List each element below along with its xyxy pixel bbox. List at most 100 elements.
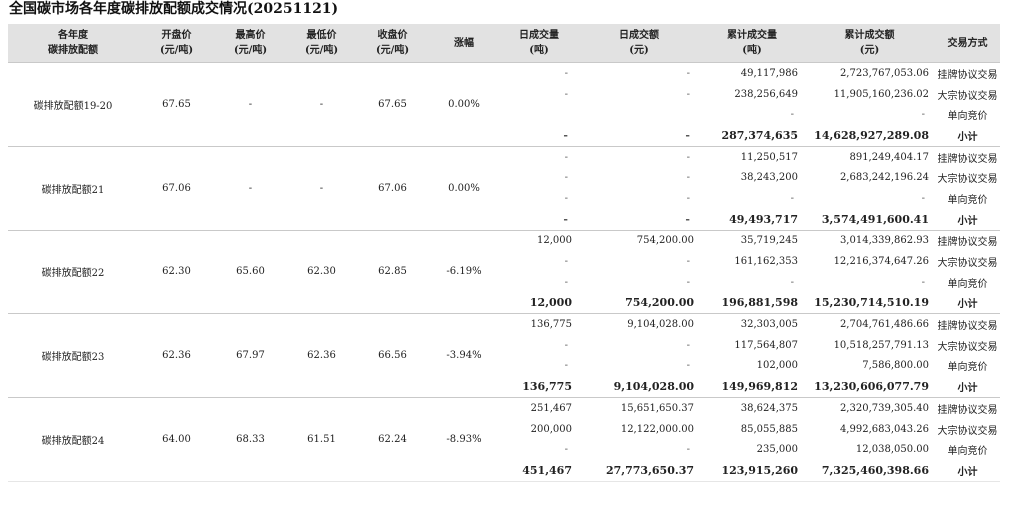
cumulative-amount-cell: 2,704,761,486.66 [839, 319, 929, 331]
cumulative-volume-cell: 85,055,885 [740, 423, 798, 435]
table-row: 碳排放配额19-20 67.65- -67.65 0.00% - -49,117,986 2… [8, 62, 1000, 147]
table-row: - - - - 单向竞价 [8, 272, 1000, 293]
daily-volume-cell: - [564, 151, 568, 163]
cumulative-volume-cell: - [790, 276, 794, 288]
cumulative-amount-cell: 14,628,927,289.08 [804, 125, 935, 147]
cumulative-volume-cell: 235,000 [756, 444, 798, 456]
header-allowance-year: 各年度 碳排放配额 [8, 24, 138, 63]
cumulative-amount-cell: 10,518,257,791.13 [833, 339, 929, 351]
table-row: - - 102,000 7,586,800.00 单向竞价 [8, 356, 1000, 377]
trade-method-cell: 小计 [935, 460, 1000, 482]
low-price-cell: 62.36 [286, 313, 357, 398]
cumulative-amount-cell: 15,230,714,510.19 [804, 292, 935, 315]
cumulative-volume-cell: - [790, 109, 794, 121]
trade-method-cell: 挂牌协议交易 [937, 404, 998, 416]
daily-volume-cell: - [564, 172, 568, 184]
daily-amount-cell: 754,200.00 [636, 235, 694, 247]
trade-method-cell: 小计 [935, 208, 1000, 231]
high-price-cell: 68.33 [215, 397, 286, 482]
cumulative-amount-cell: 3,574,491,600.41 [804, 208, 935, 231]
table-row: 碳排放配额21 67.06- -67.06 0.00% - -11,250,517 891,… [8, 146, 1000, 231]
trade-method-cell: 单向竞价 [947, 111, 988, 123]
cumulative-amount-cell: - [921, 192, 925, 204]
low-price-cell: - [286, 146, 357, 231]
change-percent-cell: 0.00% [428, 62, 500, 147]
header-trade-method: 交易方式 [935, 24, 1000, 63]
trade-method-cell: 大宗协议交易 [937, 425, 998, 437]
table-row: - - 238,256,649 11,905,160,236.02 大宗协议交易 [8, 84, 1000, 105]
cumulative-amount-cell: 2,683,242,196.24 [839, 172, 929, 184]
trade-method-cell: 挂牌协议交易 [937, 153, 998, 165]
cumulative-volume-cell: 49,117,986 [740, 67, 798, 79]
allowance-name-cell: 碳排放配额19-20 [8, 62, 138, 147]
close-price-cell: 67.65 [357, 62, 428, 147]
daily-volume-cell: - [564, 360, 568, 372]
open-price-cell: 67.06 [138, 146, 215, 231]
daily-amount-cell: - [686, 276, 690, 288]
daily-volume-cell [500, 104, 578, 125]
table-row: - - 161,162,353 12,216,374,647.26 大宗协议交易 [8, 251, 1000, 272]
high-price-cell: - [215, 146, 286, 231]
daily-volume-cell: - [500, 125, 578, 147]
daily-volume-cell: - [564, 339, 568, 351]
open-price-cell: 67.65 [138, 62, 215, 147]
daily-volume-cell: - [564, 67, 568, 79]
trade-method-cell: 单向竞价 [947, 362, 988, 374]
low-price-cell: 62.30 [286, 230, 357, 315]
trade-method-cell: 小计 [935, 292, 1000, 315]
cumulative-volume-cell: 11,250,517 [740, 151, 798, 163]
cumulative-volume-cell: - [790, 192, 794, 204]
trade-method-cell: 大宗协议交易 [937, 174, 998, 186]
daily-amount-cell: - [686, 360, 690, 372]
change-percent-cell: 0.00% [428, 146, 500, 231]
close-price-cell: 67.06 [357, 146, 428, 231]
daily-volume-cell: 136,775 [500, 376, 578, 399]
cumulative-amount-cell: 11,905,160,236.02 [833, 88, 929, 100]
header-change: 涨幅 [428, 24, 500, 63]
table-row: 碳排放配额23 62.36 67.97 62.36 66.56 -3.94% 136,775… [8, 313, 1000, 398]
daily-volume-cell: - [564, 192, 568, 204]
open-price-cell: 62.30 [138, 230, 215, 315]
subtotal-row: 12,000 754,200.00 196,881,598 15,230,714,51… [8, 292, 1000, 315]
cumulative-volume-cell: 238,256,649 [734, 88, 798, 100]
daily-volume-cell: - [500, 208, 578, 231]
trade-method-cell: 挂牌协议交易 [937, 321, 998, 333]
table-header-row: 各年度 碳排放配额 开盘价 (元/吨) 最高价 (元/吨) 最低价 (元/吨) 收盘价(… [8, 24, 1000, 63]
daily-amount-cell: 27,773,650.37 [578, 460, 700, 482]
allowance-name-cell: 碳排放配额24 [8, 397, 138, 482]
table-row: - - 38,243,200 2,683,242,196.24 大宗协议交易 [8, 167, 1000, 188]
daily-volume-cell: 12,000 [500, 292, 578, 315]
header-low-price: 最低价 (元/吨) [286, 24, 357, 63]
daily-volume-cell: 451,467 [500, 460, 578, 482]
daily-amount-cell: - [578, 125, 700, 147]
header-high-price: 最高价 (元/吨) [215, 24, 286, 63]
cumulative-volume-cell: 38,243,200 [740, 172, 798, 184]
table-body: 碳排放配额19-20 67.65- -67.65 0.00% - -49,117,986 2… [8, 62, 1000, 482]
daily-amount-cell [578, 104, 700, 125]
low-price-cell: - [286, 62, 357, 147]
daily-amount-cell: 9,104,028.00 [627, 319, 694, 331]
daily-amount-cell: 15,651,650.37 [620, 402, 694, 414]
daily-amount-cell: 9,104,028.00 [578, 376, 700, 399]
allowance-name-cell: 碳排放配额22 [8, 230, 138, 315]
trade-method-cell: 单向竞价 [947, 278, 988, 290]
header-open-price: 开盘价 (元/吨) [138, 24, 215, 63]
daily-amount-cell: 754,200.00 [578, 292, 700, 315]
daily-amount-cell: - [686, 192, 690, 204]
trade-method-cell: 单向竞价 [947, 446, 988, 458]
high-price-cell: 67.97 [215, 313, 286, 398]
close-price-cell: 62.85 [357, 230, 428, 315]
daily-volume-cell: 251,467 [530, 402, 572, 414]
daily-amount-cell: 12,122,000.00 [620, 423, 694, 435]
cumulative-amount-cell: 2,320,739,305.40 [839, 402, 929, 414]
close-price-cell: 66.56 [357, 313, 428, 398]
table-row: 碳排放配额24 64.00 68.33 61.51 62.24 -8.93% 251,467… [8, 397, 1000, 482]
trade-method-cell: 挂牌协议交易 [937, 237, 998, 249]
cumulative-volume-cell: 32,303,005 [740, 319, 798, 331]
cumulative-volume-cell: 161,162,353 [734, 256, 798, 268]
cumulative-volume-cell: 117,564,807 [734, 339, 798, 351]
subtotal-row: 136,775 9,104,028.00 149,969,812 13,230,606… [8, 376, 1000, 399]
subtotal-row: - -49,493,717 3,574,491,600.41 小计 [8, 208, 1000, 231]
trade-method-cell: 单向竞价 [947, 194, 988, 206]
table-row: - - 单向竞价 [8, 104, 1000, 125]
